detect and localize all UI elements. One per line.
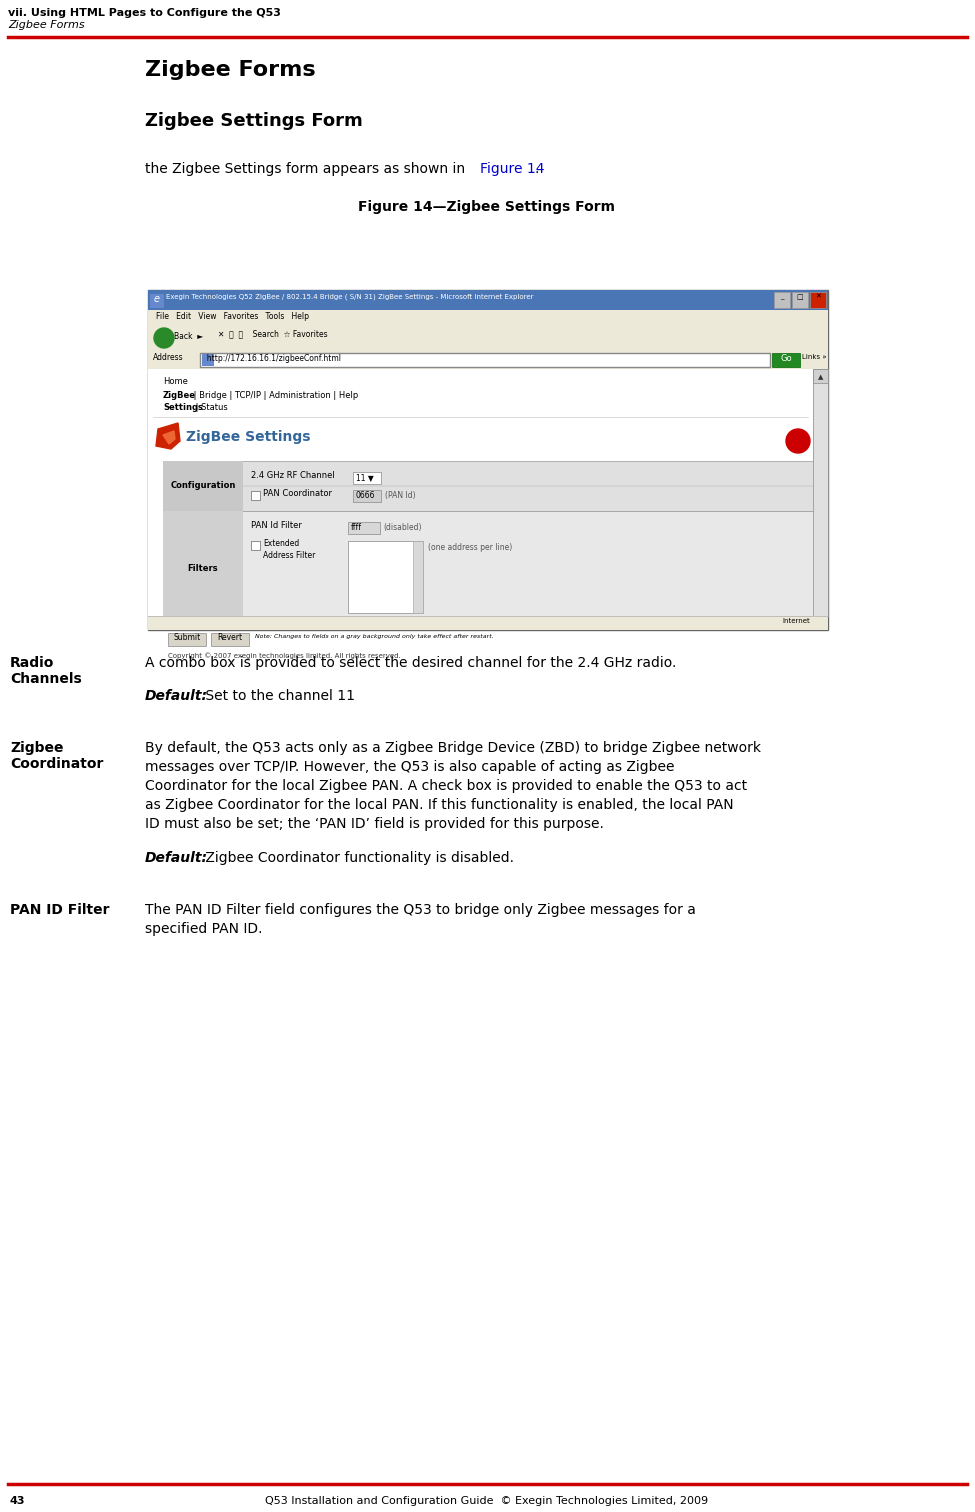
- Text: Set to the channel 11: Set to the channel 11: [201, 689, 355, 703]
- Bar: [148, 351, 828, 369]
- Bar: [353, 472, 381, 484]
- Text: ✕  🔄  🏠    Search  ☆ Favorites: ✕ 🔄 🏠 Search ☆ Favorites: [218, 330, 328, 339]
- Text: .: .: [535, 162, 539, 175]
- Text: ZigBee Settings: ZigBee Settings: [186, 429, 310, 445]
- Circle shape: [786, 429, 810, 454]
- Text: Note: Changes to fields on a gray background only take effect after restart.: Note: Changes to fields on a gray backgr…: [255, 634, 493, 640]
- Circle shape: [154, 328, 174, 348]
- Text: Radio
Channels: Radio Channels: [10, 656, 82, 686]
- Bar: [353, 490, 381, 502]
- Text: Submit: Submit: [174, 634, 201, 643]
- Text: Default:: Default:: [145, 851, 208, 865]
- Text: vii. Using HTML Pages to Configure the Q53: vii. Using HTML Pages to Configure the Q…: [8, 8, 281, 18]
- Text: ✕: ✕: [815, 293, 821, 299]
- Text: ffff: ffff: [351, 523, 362, 532]
- Text: 11 ▼: 11 ▼: [356, 473, 373, 482]
- Bar: [348, 522, 380, 534]
- Bar: [810, 292, 826, 308]
- Text: Filters: Filters: [187, 564, 218, 573]
- Text: ▲: ▲: [818, 373, 824, 380]
- Bar: [813, 369, 828, 615]
- Bar: [163, 461, 243, 511]
- Text: □: □: [797, 293, 803, 299]
- Text: 0666: 0666: [356, 491, 375, 500]
- Text: 2.4 GHz RF Channel: 2.4 GHz RF Channel: [251, 472, 334, 479]
- Text: Links »: Links »: [802, 354, 827, 360]
- Bar: [163, 511, 813, 626]
- Bar: [211, 634, 249, 646]
- Text: (PAN Id): (PAN Id): [385, 491, 415, 500]
- Bar: [792, 292, 808, 308]
- Text: | Status: | Status: [193, 404, 228, 411]
- Text: Zigbee Settings Form: Zigbee Settings Form: [145, 112, 363, 130]
- Text: PAN ID Filter: PAN ID Filter: [10, 903, 109, 916]
- Text: By default, the Q53 acts only as a Zigbee Bridge Device (ZBD) to bridge Zigbee n: By default, the Q53 acts only as a Zigbe…: [145, 741, 761, 830]
- Text: e: e: [154, 293, 160, 304]
- Bar: [150, 293, 164, 308]
- Text: ?: ?: [794, 432, 802, 448]
- Bar: [148, 615, 828, 631]
- Bar: [348, 541, 423, 612]
- Text: ◄: ◄: [159, 331, 166, 340]
- Text: Zigbee Forms: Zigbee Forms: [8, 20, 85, 30]
- Text: Zigbee Coordinator functionality is disabled.: Zigbee Coordinator functionality is disa…: [201, 851, 514, 865]
- Text: PAN Id Filter: PAN Id Filter: [251, 522, 302, 531]
- Bar: [148, 290, 828, 310]
- Text: A combo box is provided to select the desired channel for the 2.4 GHz radio.: A combo box is provided to select the de…: [145, 656, 677, 670]
- Bar: [168, 634, 206, 646]
- Text: Copyright © 2007 exegin technologies limited. All rights reserved.: Copyright © 2007 exegin technologies lim…: [168, 652, 401, 659]
- Bar: [202, 354, 214, 366]
- Text: Address: Address: [153, 352, 183, 361]
- Text: _: _: [780, 293, 784, 299]
- Bar: [774, 292, 790, 308]
- Bar: [163, 461, 813, 511]
- Text: Zigbee Forms: Zigbee Forms: [145, 60, 316, 80]
- Bar: [163, 511, 243, 626]
- Text: Configuration: Configuration: [171, 481, 236, 490]
- Text: PAN Coordinator: PAN Coordinator: [263, 488, 332, 497]
- Text: Zigbee
Coordinator: Zigbee Coordinator: [10, 741, 103, 771]
- Text: Default:: Default:: [145, 689, 208, 703]
- Bar: [148, 325, 828, 351]
- Bar: [251, 491, 260, 500]
- Bar: [772, 352, 800, 367]
- Text: http://172.16.16.1/zigbeeConf.html: http://172.16.16.1/zigbeeConf.html: [202, 354, 341, 363]
- Bar: [148, 290, 828, 631]
- Text: Home: Home: [163, 376, 188, 386]
- Text: Extended
Address Filter: Extended Address Filter: [263, 538, 315, 559]
- Text: Figure 14: Figure 14: [480, 162, 544, 175]
- Bar: [200, 352, 770, 367]
- Bar: [148, 369, 813, 615]
- Text: Q53 Installation and Configuration Guide  © Exegin Technologies Limited, 2009: Q53 Installation and Configuration Guide…: [265, 1495, 709, 1506]
- Text: Internet: Internet: [782, 618, 810, 624]
- Bar: [413, 541, 423, 612]
- Text: The PAN ID Filter field configures the Q53 to bridge only Zigbee messages for a
: The PAN ID Filter field configures the Q…: [145, 903, 696, 936]
- Polygon shape: [163, 431, 175, 445]
- Text: Go: Go: [780, 354, 792, 363]
- Polygon shape: [156, 423, 180, 449]
- Bar: [251, 541, 260, 550]
- Text: | Bridge | TCP/IP | Administration | Help: | Bridge | TCP/IP | Administration | Hel…: [191, 392, 358, 401]
- Text: File   Edit   View   Favorites   Tools   Help: File Edit View Favorites Tools Help: [156, 311, 309, 321]
- Bar: [148, 310, 828, 325]
- Text: ZigBee: ZigBee: [163, 392, 196, 401]
- Bar: [813, 369, 828, 383]
- Text: the Zigbee Settings form appears as shown in: the Zigbee Settings form appears as show…: [145, 162, 470, 175]
- Text: 43: 43: [10, 1495, 25, 1506]
- Text: (disabled): (disabled): [383, 523, 421, 532]
- Text: Settings: Settings: [163, 404, 203, 411]
- Text: Back  ►: Back ►: [174, 333, 203, 342]
- Text: Figure 14—Zigbee Settings Form: Figure 14—Zigbee Settings Form: [359, 200, 615, 215]
- Text: (one address per line): (one address per line): [428, 543, 512, 552]
- Text: Exegin Technologies Q52 ZigBee / 802.15.4 Bridge ( S/N 31) ZigBee Settings - Mic: Exegin Technologies Q52 ZigBee / 802.15.…: [166, 293, 533, 299]
- Text: Revert: Revert: [217, 634, 243, 643]
